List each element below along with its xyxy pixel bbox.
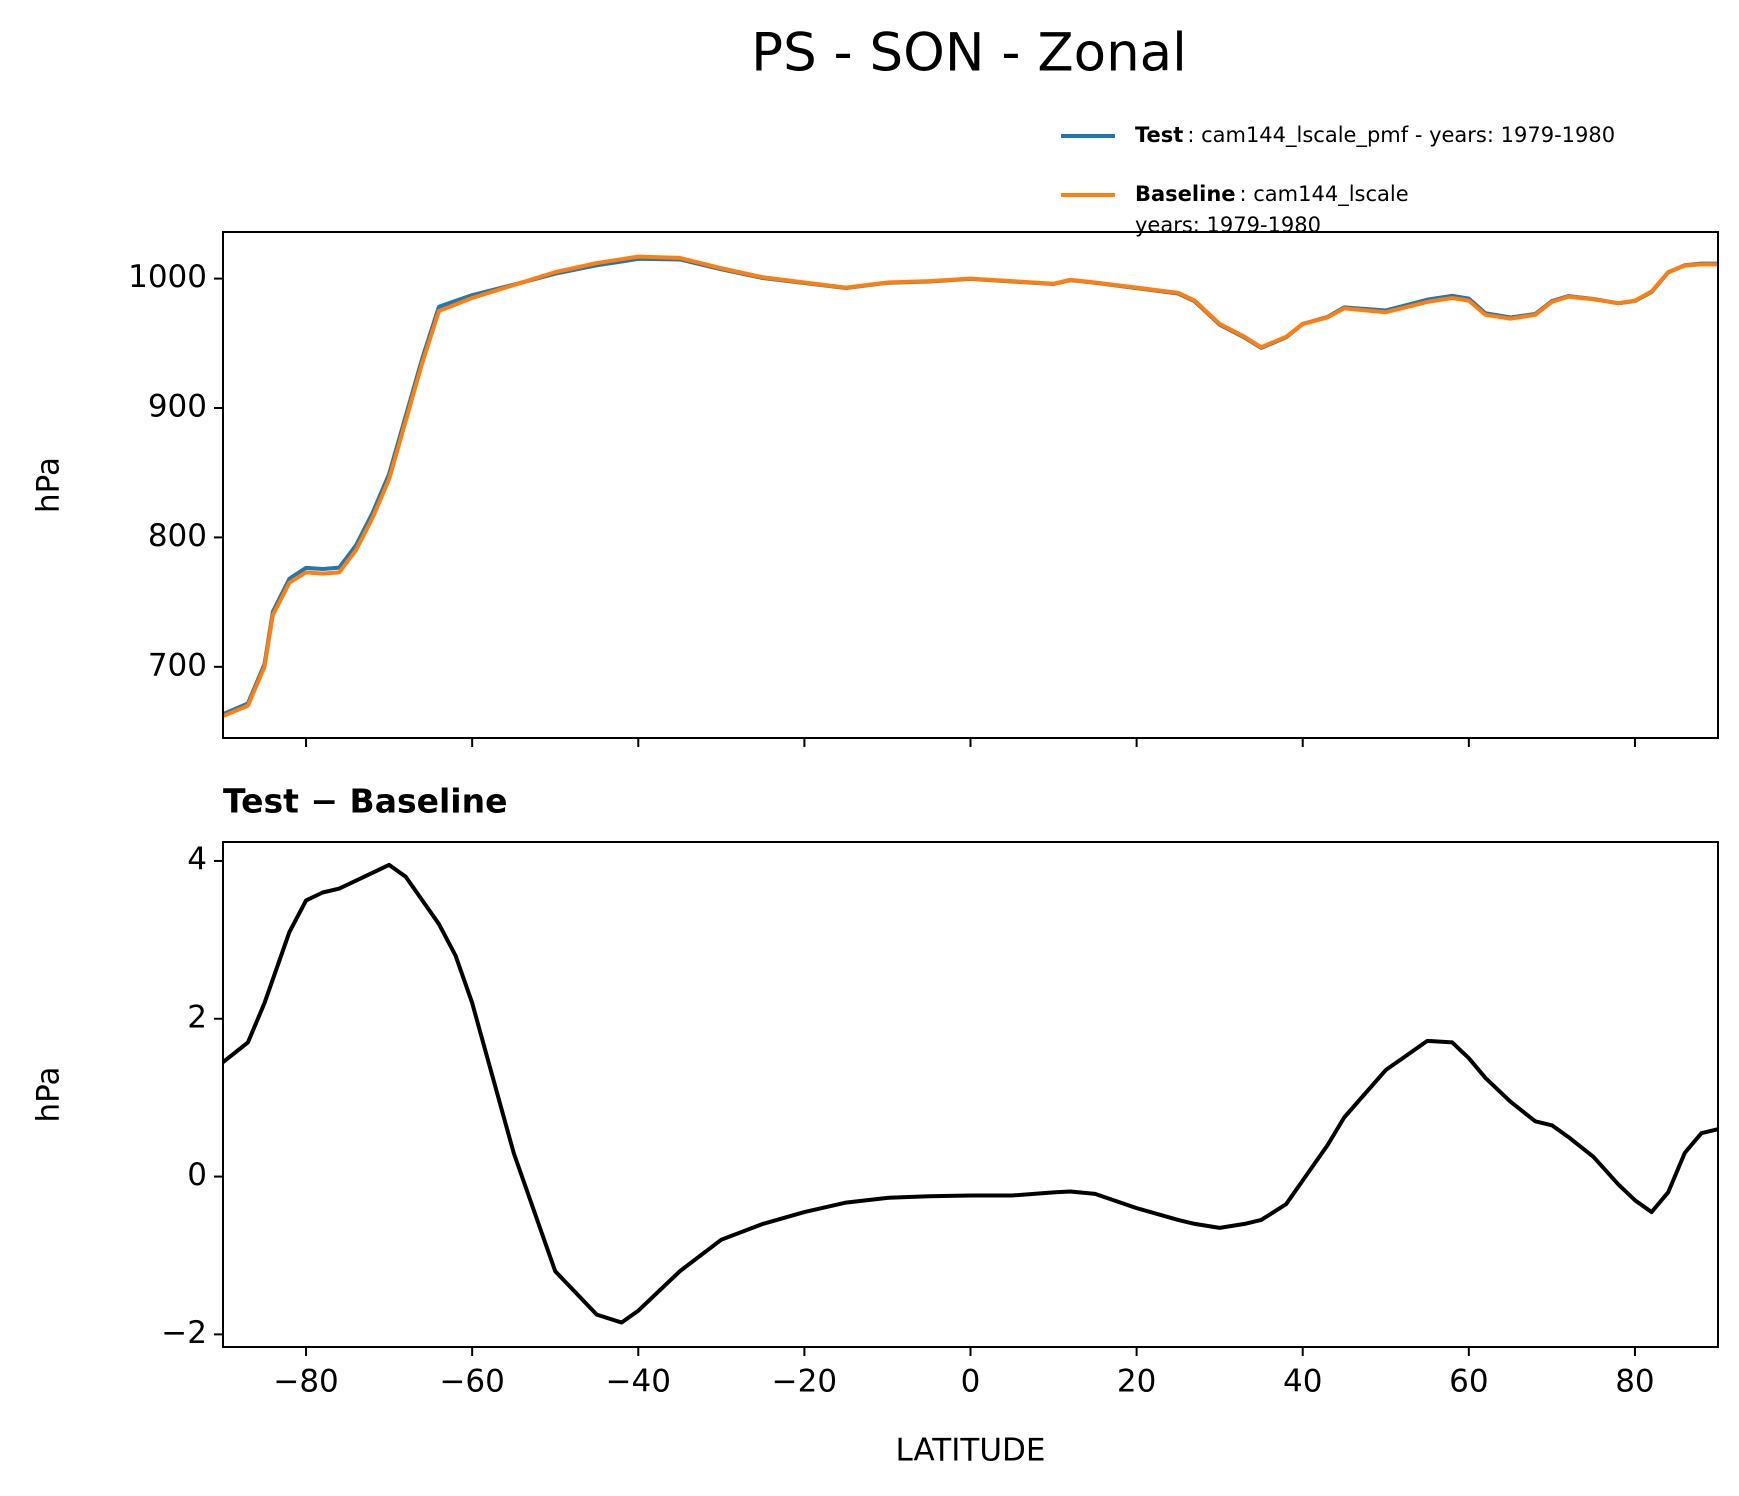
plot-frame [222, 231, 1719, 739]
y-tick-label: 900 [148, 389, 207, 425]
x-tick-label: 60 [1449, 1364, 1488, 1400]
x-tick-label: −80 [273, 1364, 338, 1400]
legend-detail: : cam144_lscale [1240, 182, 1409, 207]
legend-name: Baseline [1135, 182, 1236, 206]
x-tick-label: −20 [772, 1364, 837, 1400]
y-tick-label: 4 [187, 841, 207, 877]
y-tick-label: 0 [187, 1157, 207, 1193]
y-tick-label: 2 [187, 999, 207, 1035]
x-tick-label: −60 [439, 1364, 504, 1400]
x-tick-label: 80 [1615, 1364, 1654, 1400]
data-line [223, 256, 1718, 716]
legend-detail: : cam144_lscale_pmf - years: 1979-1980 [1187, 123, 1615, 148]
y-axis-label: hPa [31, 1067, 67, 1123]
y-tick-label: −2 [161, 1315, 207, 1351]
x-tick-label: 40 [1283, 1364, 1322, 1400]
y-axis-label: hPa [31, 457, 67, 513]
x-axis-label: LATITUDE [896, 1433, 1046, 1469]
plot-frame [222, 841, 1719, 1348]
y-tick-label: 1000 [128, 259, 207, 295]
data-line [223, 254, 1718, 718]
legend-detail: years: 1979-1980 [1135, 213, 1321, 237]
y-tick-label: 800 [148, 518, 207, 554]
x-tick-label: −40 [606, 1364, 671, 1400]
subplot-title: Test − Baseline [223, 782, 508, 821]
data-line [223, 862, 1718, 1325]
figure-title: PS - SON - Zonal [751, 23, 1187, 84]
x-tick-label: 0 [961, 1364, 981, 1400]
y-tick-label: 700 [148, 647, 207, 683]
x-tick-label: 20 [1117, 1364, 1156, 1400]
legend-name: Test [1135, 123, 1183, 147]
